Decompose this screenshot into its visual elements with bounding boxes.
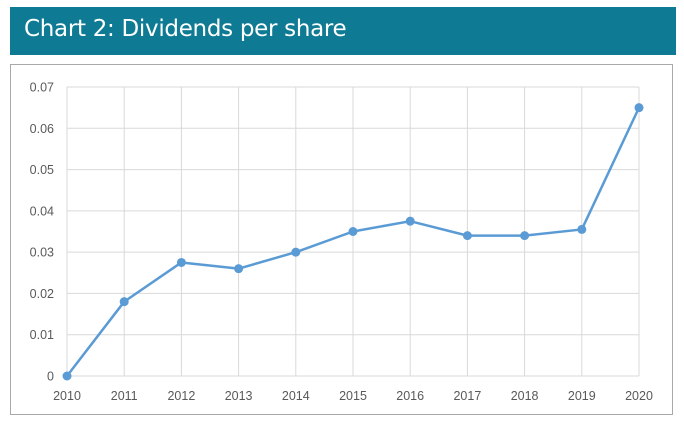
x-tick-label: 2012 <box>167 389 195 403</box>
x-tick-label: 2011 <box>111 389 138 403</box>
y-tick-label: 0 <box>47 370 54 384</box>
y-tick-label: 0.04 <box>30 204 54 218</box>
x-tick-label: 2014 <box>282 389 310 403</box>
chart-header: Chart 2: Dividends per share <box>10 7 676 55</box>
data-point-2018 <box>520 231 530 241</box>
chart-frame <box>10 64 673 415</box>
x-tick-label: 2016 <box>396 389 424 403</box>
data-point-2012 <box>176 257 186 267</box>
x-tick-label: 2013 <box>225 389 253 403</box>
data-point-2010 <box>62 371 72 381</box>
data-point-2016 <box>405 216 415 226</box>
data-point-2011 <box>119 297 129 307</box>
data-point-2017 <box>462 231 472 241</box>
data-point-2020 <box>634 103 644 113</box>
series-dividends <box>62 103 644 381</box>
y-tick-label: 0.05 <box>30 163 54 177</box>
x-axis-ticks: 2010 2011 2012 2013 2014 2015 2016 2017 2018 2019… <box>53 389 653 403</box>
data-point-2013 <box>234 264 244 274</box>
y-tick-label: 0.07 <box>30 81 54 95</box>
data-point-2014 <box>291 247 301 257</box>
y-axis-ticks: 0 0.01 0.02 0.03 0.04 0.05 0.06 0.07 <box>30 81 54 384</box>
x-tick-label: 2020 <box>625 389 653 403</box>
chart-title: Chart 2: Dividends per share <box>24 16 347 42</box>
y-tick-label: 0.03 <box>30 246 54 260</box>
data-point-2015 <box>348 227 358 236</box>
x-tick-label: 2010 <box>53 389 81 403</box>
x-tick-label: 2015 <box>339 389 367 403</box>
y-tick-label: 0.02 <box>30 287 54 301</box>
data-point-2019 <box>577 224 587 234</box>
x-tick-label: 2019 <box>568 389 596 403</box>
y-tick-label: 0.06 <box>30 122 54 136</box>
gridlines <box>66 86 640 377</box>
x-tick-label: 2017 <box>453 389 481 403</box>
x-tick-label: 2018 <box>511 389 539 403</box>
y-tick-label: 0.01 <box>30 328 54 342</box>
